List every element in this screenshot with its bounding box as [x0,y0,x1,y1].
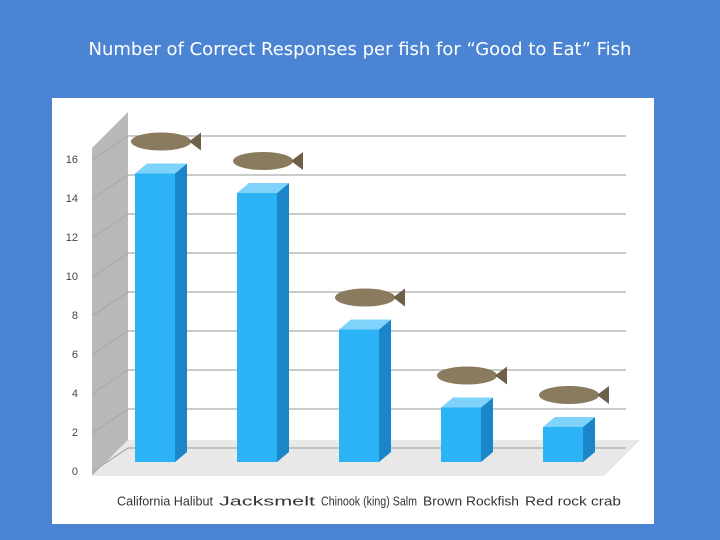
y-tick-label: 6 [72,349,78,361]
bar-top [543,417,595,427]
chart-title: Number of Correct Responses per fish for… [89,39,632,60]
y-tick-label: 2 [72,427,78,439]
fish-icon [233,152,293,170]
bar-top [339,319,391,330]
bar [237,193,277,462]
bar-side [583,417,595,462]
y-tick-label: 4 [72,388,78,400]
y-tick-label: 14 [66,193,78,205]
fish-icon [437,366,497,385]
fish-tail [495,366,507,385]
bar [135,173,175,462]
y-tick-label: 8 [72,310,78,322]
x-tick-label: California Halibut [117,493,213,508]
bar [339,329,379,462]
grid-line [91,291,626,317]
grid-line [91,135,626,161]
fish-tail [189,132,201,151]
y-tick-label: 0 [72,466,78,478]
fish-tail [393,288,405,307]
fish-tail [597,386,609,404]
x-tick-label: Brown Rockfish [423,493,519,508]
grid-line [91,252,626,278]
fish-icon [539,386,599,404]
grid-line [91,174,626,200]
bar-side [277,183,289,462]
side-wall [92,112,128,476]
grid-line [91,213,626,239]
bar-top [441,397,493,408]
fish-tail [291,152,303,170]
y-tick-label: 16 [66,154,78,166]
grid-line [91,330,626,356]
bar-side [379,319,391,462]
bar-top [135,163,187,174]
x-tick-label: Jacksmelt [219,493,316,508]
x-tick-label: Chinook (king) Salm [321,493,417,508]
x-tick-label: Red rock crab [525,493,621,508]
bar-top [237,183,289,193]
y-tick-label: 10 [66,271,78,283]
bar-side [175,163,187,462]
y-tick-label: 12 [66,232,78,244]
bars [131,132,609,462]
bar [543,427,583,462]
bar-side [481,397,493,462]
fish-icon [335,288,395,307]
fish-icon [131,132,191,151]
bar [441,407,481,462]
